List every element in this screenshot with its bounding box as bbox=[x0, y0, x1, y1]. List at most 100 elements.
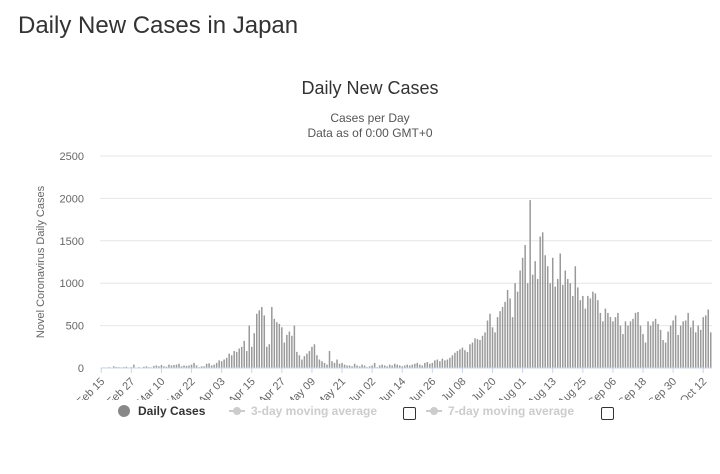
bar[interactable] bbox=[363, 365, 366, 368]
bar[interactable] bbox=[256, 313, 258, 368]
bar[interactable] bbox=[674, 315, 677, 368]
bar[interactable] bbox=[534, 261, 536, 368]
bar[interactable] bbox=[288, 331, 291, 368]
bar[interactable] bbox=[526, 283, 529, 368]
bar[interactable] bbox=[652, 321, 654, 368]
bar[interactable] bbox=[699, 329, 702, 368]
bar[interactable] bbox=[261, 306, 263, 368]
bar[interactable] bbox=[627, 325, 629, 368]
bar[interactable] bbox=[484, 332, 486, 368]
bar[interactable] bbox=[215, 362, 218, 368]
bar[interactable] bbox=[143, 366, 145, 368]
bar[interactable] bbox=[250, 346, 253, 368]
bar[interactable] bbox=[436, 359, 439, 368]
bar[interactable] bbox=[444, 360, 446, 368]
bar[interactable] bbox=[659, 329, 662, 368]
bar[interactable] bbox=[115, 366, 118, 368]
bar[interactable] bbox=[210, 365, 213, 368]
bar[interactable] bbox=[469, 344, 471, 368]
bar[interactable] bbox=[677, 334, 679, 368]
bar[interactable] bbox=[406, 364, 409, 368]
bar[interactable] bbox=[125, 366, 128, 368]
bar[interactable] bbox=[414, 363, 416, 368]
checkbox-7day-ma[interactable] bbox=[601, 407, 614, 420]
bar[interactable] bbox=[185, 365, 188, 368]
bar[interactable] bbox=[346, 365, 348, 368]
bar[interactable] bbox=[311, 346, 313, 368]
bar[interactable] bbox=[531, 274, 534, 368]
bar[interactable] bbox=[331, 361, 333, 368]
bar[interactable] bbox=[504, 301, 506, 368]
bar[interactable] bbox=[599, 312, 602, 368]
bar[interactable] bbox=[481, 335, 484, 368]
bar[interactable] bbox=[602, 321, 604, 368]
bar[interactable] bbox=[291, 335, 293, 368]
bar[interactable] bbox=[567, 278, 569, 368]
bar[interactable] bbox=[316, 355, 318, 368]
bar[interactable] bbox=[333, 362, 336, 368]
bar[interactable] bbox=[230, 355, 233, 368]
bar[interactable] bbox=[278, 323, 281, 368]
bar[interactable] bbox=[582, 295, 584, 368]
bar[interactable] bbox=[323, 362, 326, 368]
bar[interactable] bbox=[476, 339, 479, 368]
bar[interactable] bbox=[381, 364, 383, 368]
bar[interactable] bbox=[619, 325, 622, 368]
legend-item-3day-ma[interactable]: 3-day moving average bbox=[229, 404, 377, 418]
bar[interactable] bbox=[431, 362, 434, 368]
bar[interactable] bbox=[644, 342, 647, 368]
bar[interactable] bbox=[434, 360, 436, 368]
bar[interactable] bbox=[351, 366, 353, 368]
bar[interactable] bbox=[358, 366, 361, 368]
bar[interactable] bbox=[403, 365, 406, 368]
bar[interactable] bbox=[667, 331, 669, 368]
bar[interactable] bbox=[577, 287, 579, 368]
bar[interactable] bbox=[318, 359, 321, 368]
bar[interactable] bbox=[301, 359, 303, 368]
bar[interactable] bbox=[639, 325, 642, 368]
bar[interactable] bbox=[551, 257, 554, 368]
bar[interactable] bbox=[233, 351, 235, 368]
bar[interactable] bbox=[165, 366, 168, 368]
bar[interactable] bbox=[373, 362, 376, 368]
bar[interactable] bbox=[607, 312, 609, 368]
bar[interactable] bbox=[479, 340, 481, 368]
bar[interactable] bbox=[220, 361, 223, 368]
bar[interactable] bbox=[203, 366, 205, 368]
bar[interactable] bbox=[286, 334, 288, 368]
bar[interactable] bbox=[494, 332, 496, 368]
bar[interactable] bbox=[506, 289, 509, 368]
bar[interactable] bbox=[554, 286, 556, 368]
bar[interactable] bbox=[541, 232, 544, 368]
bar[interactable] bbox=[592, 291, 594, 368]
bar[interactable] bbox=[306, 353, 308, 368]
bar[interactable] bbox=[464, 350, 466, 368]
bar[interactable] bbox=[684, 320, 687, 368]
bar[interactable] bbox=[702, 317, 704, 368]
bar[interactable] bbox=[524, 245, 526, 368]
bar[interactable] bbox=[168, 364, 170, 368]
bar[interactable] bbox=[604, 308, 607, 368]
bar[interactable] bbox=[536, 278, 539, 368]
bar[interactable] bbox=[451, 355, 454, 368]
bar[interactable] bbox=[572, 295, 574, 368]
bar[interactable] bbox=[519, 270, 521, 368]
bar[interactable] bbox=[629, 321, 632, 368]
bar[interactable] bbox=[281, 327, 283, 368]
bar[interactable] bbox=[647, 321, 649, 368]
bar[interactable] bbox=[183, 365, 185, 368]
bar[interactable] bbox=[697, 325, 699, 368]
bar[interactable] bbox=[511, 317, 514, 368]
bar[interactable] bbox=[336, 359, 338, 368]
bar[interactable] bbox=[426, 362, 429, 368]
bar[interactable] bbox=[682, 321, 684, 368]
bar[interactable] bbox=[253, 333, 256, 368]
bar[interactable] bbox=[321, 361, 323, 368]
bar[interactable] bbox=[529, 200, 531, 368]
bar[interactable] bbox=[474, 338, 476, 368]
bar[interactable] bbox=[514, 283, 516, 368]
bar[interactable] bbox=[356, 365, 358, 368]
bar[interactable] bbox=[266, 346, 268, 368]
bar[interactable] bbox=[273, 318, 276, 368]
bar[interactable] bbox=[416, 362, 419, 368]
